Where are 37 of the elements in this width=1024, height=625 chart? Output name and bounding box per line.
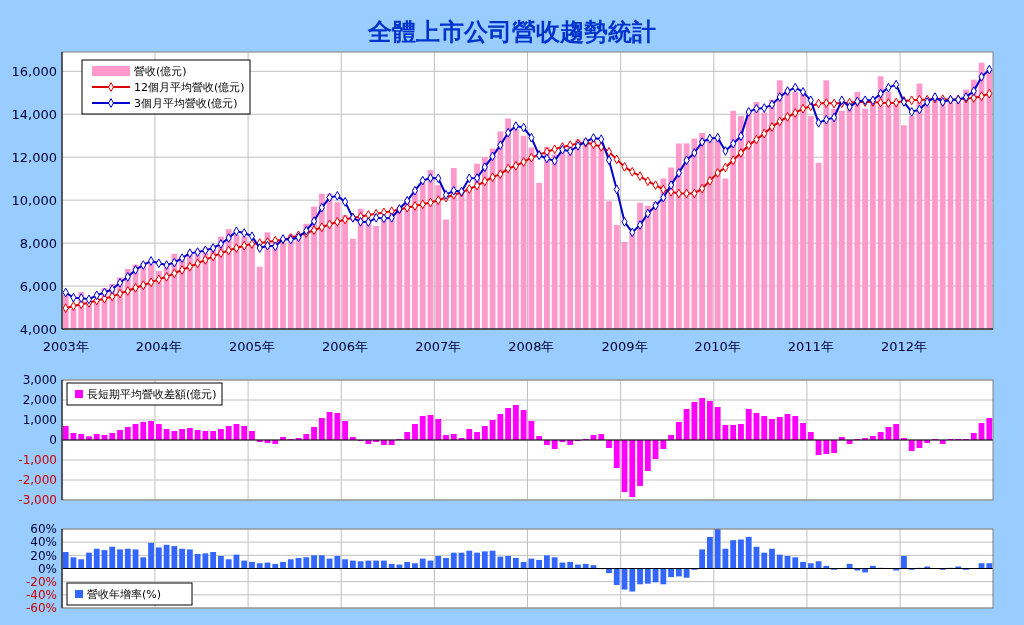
x-tick-label: 2003年: [42, 339, 89, 354]
x-tick-label: 2009年: [601, 339, 648, 354]
y-tick-label: 8,000: [19, 235, 57, 251]
y-tick-label: 4,000: [19, 321, 57, 337]
legend-label: 12個月平均營收(億元): [134, 81, 245, 94]
y-tick-label: -20%: [25, 574, 57, 589]
x-tick-label: 2004年: [135, 339, 182, 354]
legend-label: 營收(億元): [134, 65, 187, 78]
x-tick-label: 2011年: [787, 339, 834, 354]
x-tick-label: 2007年: [415, 339, 462, 354]
y-tick-label: 0: [49, 433, 57, 448]
x-tick-label: 2005年: [228, 339, 276, 354]
y-tick-label: 14,000: [11, 106, 57, 122]
y-tick-label: 2,000: [22, 393, 57, 408]
x-tick-label: 2012年: [880, 339, 927, 354]
legend-label: 3個月平均營收(億元): [134, 97, 238, 110]
y-tick-label: 3,000: [22, 373, 57, 388]
y-tick-label: 10,000: [11, 192, 57, 208]
y-tick-label: 40%: [30, 535, 57, 550]
y-tick-label: -2,000: [18, 473, 57, 488]
y-tick-label: 12,000: [11, 149, 57, 165]
y-tick-label: -60%: [25, 601, 57, 616]
y-tick-label: -3,000: [18, 493, 57, 508]
y-tick-label: 0%: [37, 561, 57, 576]
y-tick-label: -40%: [25, 588, 57, 603]
x-tick-label: 2006年: [322, 339, 369, 354]
legend-label: 營收年增率(%): [87, 588, 162, 601]
chart-title: 全體上市公司營收趨勢統計: [367, 18, 656, 46]
y-tick-label: 6,000: [19, 278, 57, 294]
y-tick-label: 1,000: [22, 413, 57, 428]
x-tick-label: 2010年: [694, 339, 741, 354]
legend-label: 長短期平均營收差額(億元): [87, 388, 217, 401]
y-tick-label: -1,000: [18, 453, 57, 468]
y-tick-label: 16,000: [11, 63, 57, 79]
y-tick-label: 20%: [30, 548, 57, 563]
x-tick-label: 2008年: [508, 339, 555, 354]
y-tick-label: 60%: [30, 522, 57, 537]
